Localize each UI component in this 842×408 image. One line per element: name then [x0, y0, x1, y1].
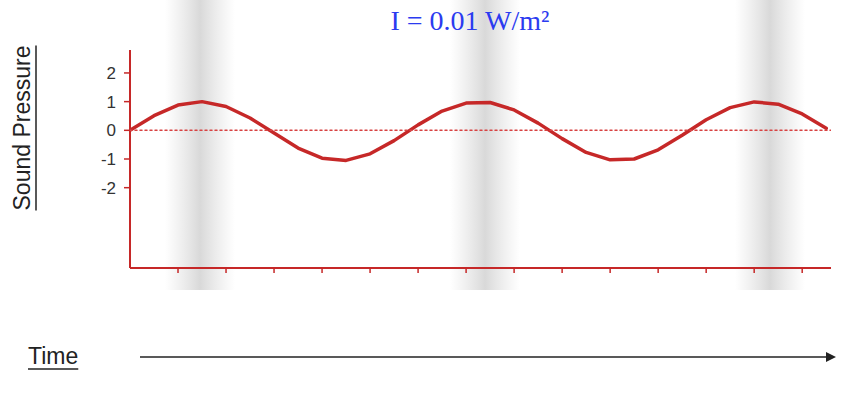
x-tick	[561, 268, 563, 273]
x-axis-title: Time	[28, 343, 78, 369]
y-tick	[124, 72, 130, 74]
x-label-underline	[28, 368, 78, 370]
x-tick	[369, 268, 371, 273]
y-tick-label: -2	[101, 179, 116, 198]
y-tick-label: -1	[101, 150, 116, 169]
x-tick	[225, 268, 227, 273]
chart: I = 0.01 W/m² Sound Pressure Time -2 -1 0 1 2	[0, 0, 842, 408]
time-arrow	[140, 356, 826, 358]
x-tick	[801, 268, 803, 273]
y-tick	[124, 158, 130, 160]
x-tick	[513, 268, 515, 273]
y-tick	[124, 187, 130, 189]
noise-band	[450, 0, 520, 290]
series-line	[130, 130, 831, 132]
plot-area	[130, 102, 831, 161]
y-axis-title: Sound Pressure	[9, 46, 35, 211]
title: I = 0.01 W/m²	[391, 5, 550, 36]
x-tick	[609, 268, 611, 273]
time-arrow-head	[826, 352, 836, 362]
x-tick	[465, 268, 467, 273]
x-tick	[273, 268, 275, 273]
x-axis	[130, 267, 831, 269]
x-tick	[177, 268, 179, 273]
y-tick-label: 0	[107, 121, 116, 140]
x-tick	[321, 268, 323, 273]
y-tick	[124, 130, 130, 132]
y-tick-label: 1	[107, 93, 116, 112]
x-tick	[657, 268, 659, 273]
y-tick-label: 2	[107, 64, 116, 83]
x-tick	[705, 268, 707, 273]
y-label-underline	[35, 46, 37, 211]
x-tick	[753, 268, 755, 273]
y-tick	[124, 101, 130, 103]
noise-band	[735, 0, 805, 290]
noise-band	[165, 0, 235, 290]
x-tick	[417, 268, 419, 273]
